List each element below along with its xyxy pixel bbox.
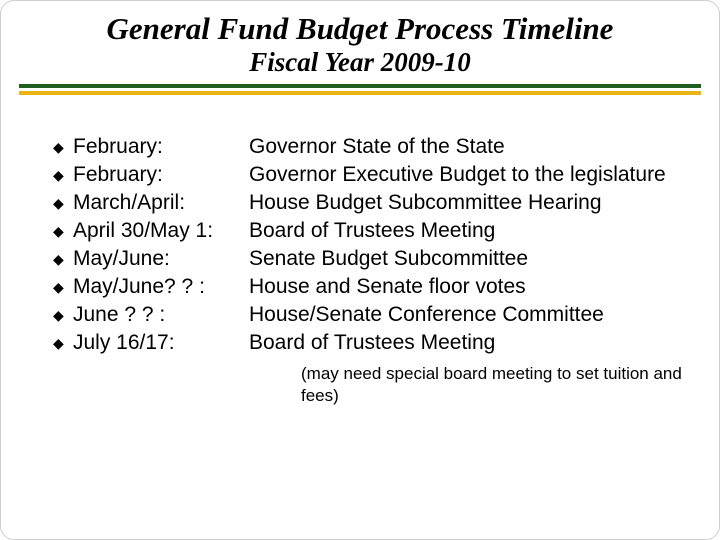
bullet-col: ◆ March/April: bbox=[53, 189, 249, 217]
diamond-bullet-icon: ◆ bbox=[53, 329, 65, 357]
timeline-content: ◆ February: Governor State of the State … bbox=[1, 95, 719, 407]
timeline-row: ◆ June ? ? : House/Senate Conference Com… bbox=[53, 301, 689, 329]
timeline-row: ◆ July 16/17: Board of Trustees Meeting bbox=[53, 329, 689, 357]
timeline-desc: House and Senate floor votes bbox=[249, 273, 689, 301]
diamond-bullet-icon: ◆ bbox=[53, 301, 65, 329]
bullet-col: ◆ July 16/17: bbox=[53, 329, 249, 357]
bullet-col: ◆ May/June? ? : bbox=[53, 273, 249, 301]
note-spacer bbox=[53, 357, 301, 407]
timeline-desc: House/Senate Conference Committee bbox=[249, 301, 689, 329]
timeline-desc: House Budget Subcommittee Hearing bbox=[249, 189, 689, 217]
timeline-row: ◆ February: Governor Executive Budget to… bbox=[53, 161, 689, 189]
timeline-row: ◆ February: Governor State of the State bbox=[53, 133, 689, 161]
slide-subtitle: Fiscal Year 2009-10 bbox=[41, 47, 679, 78]
diamond-bullet-icon: ◆ bbox=[53, 189, 65, 217]
diamond-bullet-icon: ◆ bbox=[53, 133, 65, 161]
slide-container: General Fund Budget Process Timeline Fis… bbox=[0, 0, 720, 540]
note-row: (may need special board meeting to set t… bbox=[53, 357, 689, 407]
bullet-col: ◆ May/June: bbox=[53, 245, 249, 273]
timeline-row: ◆ April 30/May 1: Board of Trustees Meet… bbox=[53, 217, 689, 245]
diamond-bullet-icon: ◆ bbox=[53, 273, 65, 301]
bullet-col: ◆ February: bbox=[53, 161, 249, 189]
bullet-col: ◆ February: bbox=[53, 133, 249, 161]
timeline-date: July 16/17: bbox=[73, 329, 249, 357]
bullet-col: ◆ April 30/May 1: bbox=[53, 217, 249, 245]
timeline-desc: Senate Budget Subcommittee bbox=[249, 245, 689, 273]
timeline-date: February: bbox=[73, 161, 249, 189]
timeline-desc: Board of Trustees Meeting bbox=[249, 217, 689, 245]
slide-header: General Fund Budget Process Timeline Fis… bbox=[1, 1, 719, 78]
timeline-date: June ? ? : bbox=[73, 301, 249, 329]
rule-top bbox=[19, 84, 701, 88]
timeline-desc: Governor Executive Budget to the legisla… bbox=[249, 161, 689, 189]
timeline-date: April 30/May 1: bbox=[73, 217, 249, 245]
timeline-row: ◆ March/April: House Budget Subcommittee… bbox=[53, 189, 689, 217]
timeline-date: March/April: bbox=[73, 189, 249, 217]
timeline-date: May/June: bbox=[73, 245, 249, 273]
header-rules bbox=[1, 84, 719, 95]
diamond-bullet-icon: ◆ bbox=[53, 161, 65, 189]
timeline-row: ◆ May/June: Senate Budget Subcommittee bbox=[53, 245, 689, 273]
timeline-row: ◆ May/June? ? : House and Senate floor v… bbox=[53, 273, 689, 301]
slide-title: General Fund Budget Process Timeline bbox=[41, 11, 679, 47]
diamond-bullet-icon: ◆ bbox=[53, 217, 65, 245]
diamond-bullet-icon: ◆ bbox=[53, 245, 65, 273]
timeline-desc: Governor State of the State bbox=[249, 133, 689, 161]
timeline-note: (may need special board meeting to set t… bbox=[301, 357, 689, 407]
bullet-col: ◆ June ? ? : bbox=[53, 301, 249, 329]
timeline-date: February: bbox=[73, 133, 249, 161]
timeline-desc: Board of Trustees Meeting bbox=[249, 329, 689, 357]
timeline-date: May/June? ? : bbox=[73, 273, 249, 301]
